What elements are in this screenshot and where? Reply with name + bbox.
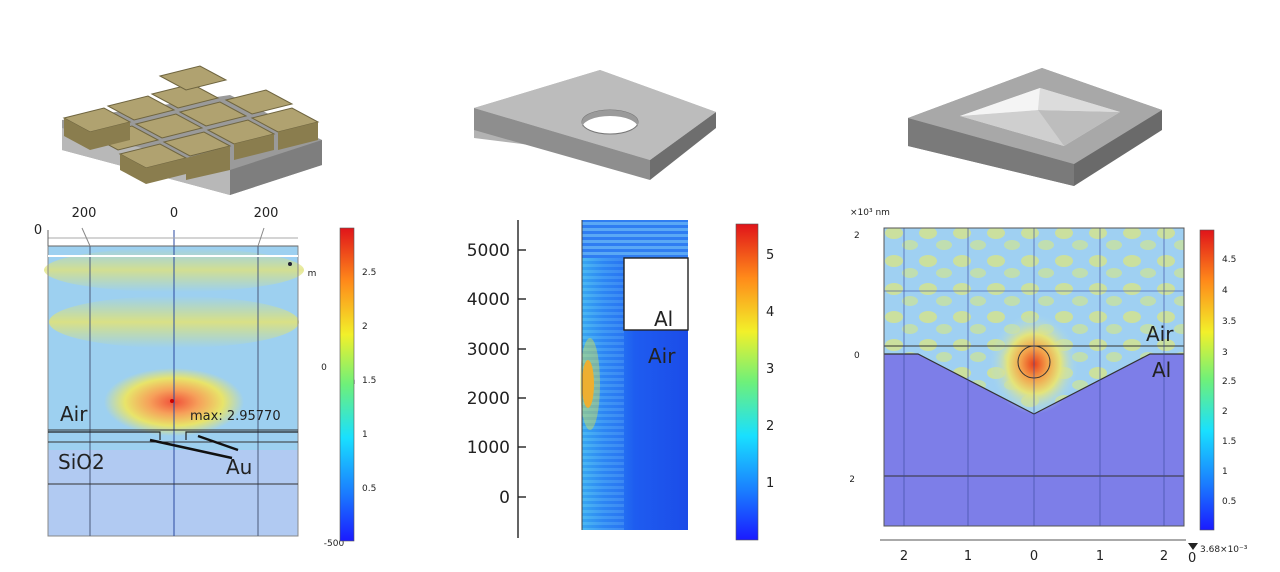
p1-cb-tick-2: 2: [362, 322, 368, 332]
p1-cb-tick-1: 2.5: [362, 268, 376, 278]
panel-hole-svg: 5000 4000 3000 2000 1000 0 Al Air 5 4 3 …: [467, 70, 774, 541]
p1-colorbar: [339, 227, 355, 542]
p3-cb-tick-7: 1.5: [1222, 437, 1236, 447]
panel-hole: 5000 4000 3000 2000 1000 0 Al Air 5 4 3 …: [430, 0, 850, 572]
p1-left-tick: 0: [34, 223, 42, 238]
panel-grating-svg: 200 0 200 0 0 -500 m nm µm Air SiO2 Au m…: [34, 65, 376, 549]
label-sio2: SiO2: [58, 450, 105, 474]
max-value-label: max: 2.95770: [190, 409, 281, 424]
au-pointer-line-1: [149, 438, 233, 460]
p3-x-tick-4: 1: [1096, 549, 1104, 564]
p3-cb-min-label: 3.68×10⁻³: [1200, 545, 1248, 555]
p2-y-axis-ticks: [518, 249, 526, 498]
label-air-2: Air: [648, 344, 676, 368]
panel-grating: 200 0 200 0 0 -500 m nm µm Air SiO2 Au m…: [0, 0, 430, 572]
label-au: Au: [226, 455, 252, 479]
p1-cb-tick-3: 1.5: [362, 376, 376, 386]
label-al: Al: [654, 307, 673, 331]
grating-field-map: [44, 227, 304, 537]
p3-cb-min-marker: [1188, 543, 1198, 550]
p3-cb-tick-1: 4.5: [1222, 255, 1236, 265]
p3-cb-tick-2: 4: [1222, 286, 1228, 296]
p1-top-tick-1: 200: [72, 206, 97, 221]
panel-pyramid: ×10³ nm 2 0 -2 2 1 0 1 2 Air Al 4.5 4 3.…: [850, 0, 1280, 572]
p1-cb-tick-4: 1: [362, 430, 368, 440]
p1-cb-tick-5: 0.5: [362, 484, 376, 494]
p3-cb-tick-4: 3: [1222, 348, 1228, 358]
p3-cb-tick-8: 1: [1222, 467, 1228, 477]
plate-with-hole-illustration: [474, 70, 716, 180]
p3-x-tick-1: 2: [900, 549, 908, 564]
label-air-3: Air: [1146, 322, 1174, 346]
p3-cb-tick-6: 2: [1222, 407, 1228, 417]
p3-cb-min: 0: [1188, 551, 1196, 566]
p2-cb-tick-2: 4: [766, 305, 774, 320]
p1-top-tick-3: 200: [254, 206, 279, 221]
p2-y-tick-5: 1000: [467, 438, 510, 458]
au-pointer-line-2: [197, 434, 239, 452]
p1-top-tick-2: 0: [170, 206, 178, 221]
p3-y-tick-3: -2: [850, 475, 855, 485]
p3-x-tick-5: 2: [1160, 549, 1168, 564]
p3-cb-tick-3: 3.5: [1222, 317, 1236, 327]
p1-bottom-tick: -500: [324, 539, 345, 549]
p2-y-tick-6: 0: [499, 488, 510, 508]
p2-cb-tick-5: 1: [766, 476, 774, 491]
inverted-pyramid-illustration: [908, 68, 1162, 186]
p3-y-tick-1: 2: [854, 231, 860, 241]
p2-y-tick-1: 5000: [467, 241, 510, 261]
p2-y-tick-4: 2000: [467, 389, 510, 409]
p2-cb-tick-1: 5: [766, 248, 774, 263]
p3-y-tick-2: 0: [854, 351, 860, 361]
panel-pyramid-svg: ×10³ nm 2 0 -2 2 1 0 1 2 Air Al 4.5 4 3.…: [850, 68, 1248, 566]
grating-3d-illustration: [62, 65, 322, 195]
p2-cb-tick-3: 3: [766, 362, 774, 377]
p3-cb-tick-9: 0.5: [1222, 497, 1236, 507]
p3-cb-tick-5: 2.5: [1222, 377, 1236, 387]
p1-mid-tick: 0: [321, 363, 327, 373]
p2-y-tick-3: 3000: [467, 340, 510, 360]
label-al-3: Al: [1152, 358, 1171, 382]
p3-colorbar: [1199, 229, 1215, 531]
p2-colorbar: [735, 223, 759, 541]
p2-y-tick-2: 4000: [467, 290, 510, 310]
p3-x-tick-3: 0: [1030, 549, 1038, 564]
p3-scale-label: ×10³ nm: [850, 208, 890, 218]
label-air: Air: [60, 402, 88, 426]
hole-field-map: [580, 220, 689, 530]
p3-x-tick-2: 1: [964, 549, 972, 564]
pyramid-field-map: [883, 227, 1185, 527]
p1-unit: m: [308, 269, 317, 279]
p2-cb-tick-4: 2: [766, 419, 774, 434]
